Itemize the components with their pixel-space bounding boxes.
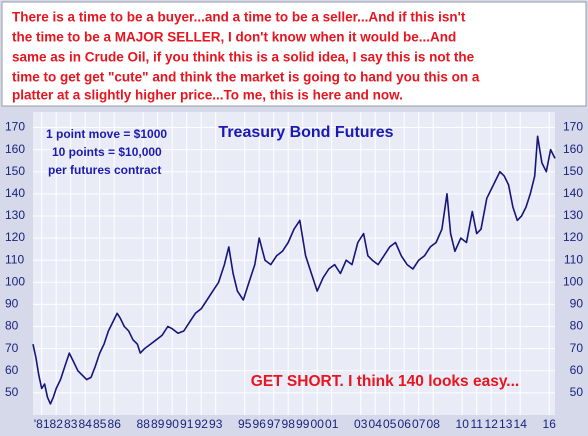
price-line [32,135,556,405]
x-tick-label: 04 [369,417,383,431]
box-line: 10 points = $10,000 [52,145,162,159]
x-tick-label: 84 [79,417,93,431]
y-tick-label: 100 [5,274,25,288]
x-tick-label: 06 [398,417,412,431]
y-tick-label: 120 [5,230,25,244]
y-tick-label: 130 [5,208,25,222]
box-line: per futures contract [48,163,161,177]
y-tick-label: 60 [5,363,19,377]
x-tick-label: 82 [50,417,64,431]
x-tick-label: 83 [64,417,78,431]
x-tick-label: 97 [267,417,281,431]
y-tick-label: 50 [5,385,19,399]
box-line: 1 point move = $1000 [46,127,167,141]
chart-title: Treasury Bond Futures [218,124,393,141]
y2-tick-label: 70 [570,341,584,355]
y2-tick-label: 60 [570,363,584,377]
annotation: GET SHORT. I think 140 looks easy... [251,373,519,390]
y-tick-label: 110 [5,252,24,266]
y2-tick-label: 140 [563,186,583,200]
note-line: time to get get "cute" and think the mar… [12,70,480,85]
note-line: platter at a slightly higher price...To … [12,88,403,103]
x-tick-label: 90 [166,417,180,431]
note-line: same as in Crude Oil, if you think this … [12,50,475,65]
y-tick-label: 70 [5,341,19,355]
x-tick-label: 91 [180,417,194,431]
x-tick-label: 07 [412,417,426,431]
x-tick-label: 16 [543,417,557,431]
x-tick-label: 95 [238,417,252,431]
y2-tick-label: 50 [570,385,584,399]
y-tick-label: 90 [5,297,19,311]
x-tick-label: 14 [514,417,528,431]
x-tick-label: 05 [383,417,397,431]
x-tick-label: '81 [34,417,50,431]
x-tick-label: 99 [296,417,310,431]
note-box [1,1,587,107]
x-tick-label: 03 [354,417,368,431]
y-tick-label: 150 [5,164,25,178]
x-tick-label: 11 [470,417,483,431]
x-tick-label: 92 [195,417,209,431]
x-tick-label: 93 [209,417,223,431]
x-tick-label: 89 [151,417,165,431]
x-tick-label: 13 [499,417,513,431]
x-tick-label: 01 [325,417,339,431]
x-tick-label: 98 [282,417,296,431]
note-line: There is a time to be a buyer...and a ti… [12,10,466,25]
y2-tick-label: 100 [563,274,583,288]
y2-tick-label: 170 [563,120,583,134]
x-tick-label: 85 [93,417,107,431]
y-tick-label: 80 [5,319,19,333]
y-tick-label: 140 [5,186,25,200]
x-tick-label: 12 [485,417,499,431]
x-tick-label: 08 [427,417,441,431]
y2-tick-label: 120 [563,230,583,244]
y2-tick-label: 80 [570,319,584,333]
x-tick-label: 10 [456,417,470,431]
y2-tick-label: 130 [563,208,583,222]
x-tick-label: 00 [311,417,325,431]
plot-area [33,112,555,415]
note-line: the time to be a MAJOR SELLER, I don't k… [12,30,456,45]
x-tick-label: 86 [108,417,122,431]
y2-tick-label: 160 [563,142,583,156]
x-tick-label: 96 [253,417,267,431]
y-tick-label: 160 [5,142,25,156]
y-tick-label: 170 [5,120,25,134]
y2-tick-label: 90 [570,297,584,311]
y2-tick-label: 150 [563,164,583,178]
x-tick-label: 88 [137,417,151,431]
y2-tick-label: 110 [564,252,583,266]
